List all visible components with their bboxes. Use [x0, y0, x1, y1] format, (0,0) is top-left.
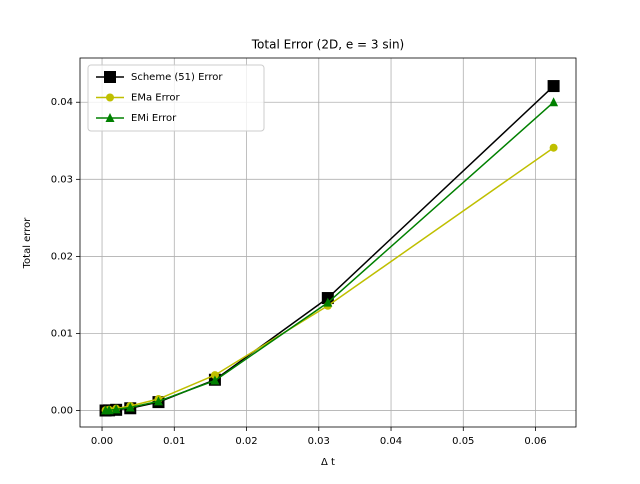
marker: [210, 371, 219, 380]
y-axis-label: Total error: [22, 217, 33, 270]
legend-marker: [104, 71, 116, 83]
legend-label: Scheme (51) Error: [131, 72, 223, 83]
marker: [547, 80, 560, 93]
marker: [323, 297, 333, 307]
y-tick-label: 0.04: [51, 97, 73, 108]
y-tick-label: 0.01: [51, 328, 73, 339]
chart-title: Total Error (2D, e = 3 sin): [251, 38, 404, 52]
legend-marker: [105, 113, 115, 122]
marker: [210, 375, 220, 385]
marker: [549, 143, 558, 152]
x-tick-label: 0.05: [452, 436, 474, 447]
axes-frame: [79, 57, 577, 428]
x-tick-label: 0.04: [380, 436, 402, 447]
x-tick-label: 0.01: [163, 436, 185, 447]
x-axis-label: Δ t: [321, 457, 335, 468]
legend-label: EMi Error: [131, 113, 177, 124]
marker: [153, 396, 163, 406]
x-tick-label: 0.03: [308, 436, 330, 447]
marker: [111, 404, 121, 414]
legend-label: EMa Error: [131, 93, 181, 104]
y-tick-label: 0.03: [51, 174, 73, 185]
legend-marker: [106, 93, 114, 102]
marker: [549, 97, 559, 107]
x-tick-label: 0.00: [91, 436, 113, 447]
y-tick-label: 0.00: [51, 406, 73, 417]
marker: [101, 405, 111, 415]
y-tick-label: 0.02: [51, 251, 73, 262]
x-tick-label: 0.02: [235, 436, 257, 447]
legend-box: [87, 64, 265, 132]
marker: [125, 402, 135, 412]
x-tick-label: 0.06: [524, 436, 546, 447]
